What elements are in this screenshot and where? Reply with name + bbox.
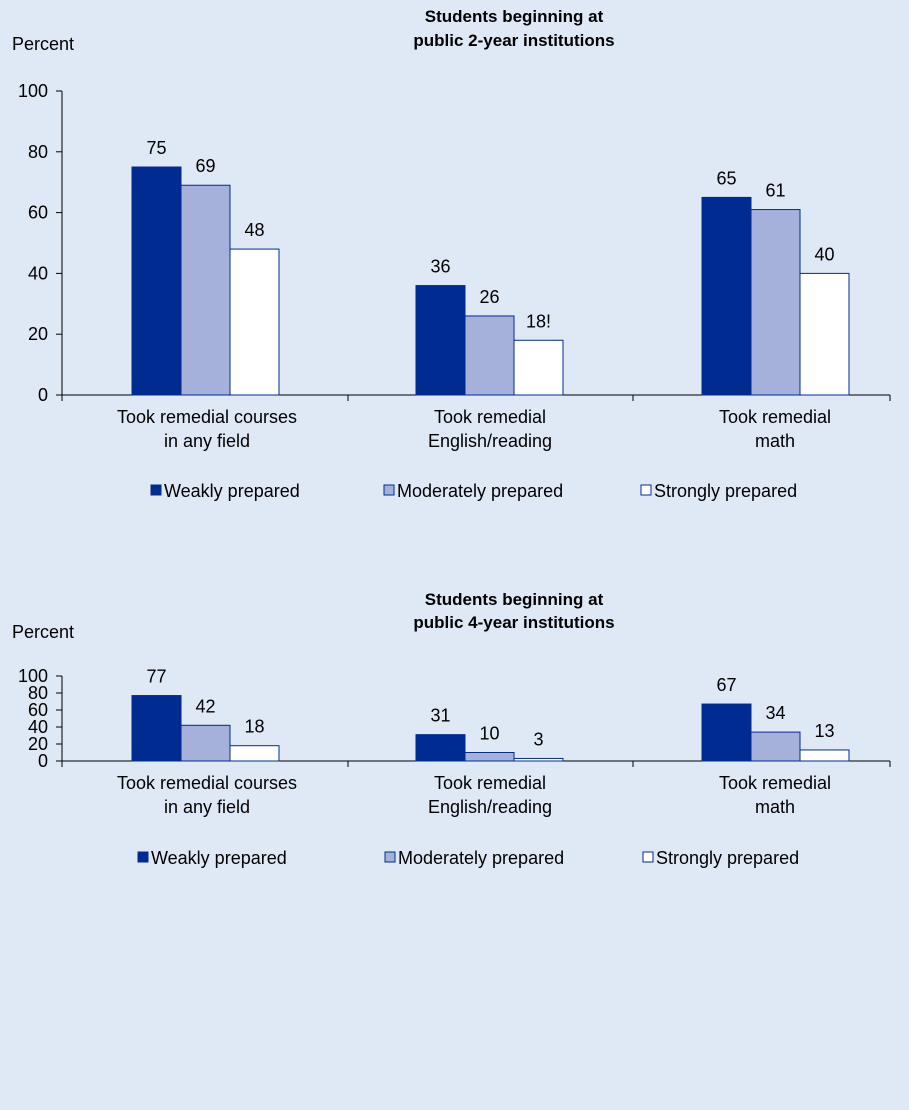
y-tick-label: 40	[28, 717, 48, 737]
bar-weakly-prepared	[415, 734, 466, 762]
y-tick-label: 20	[28, 734, 48, 754]
y-axis-label: Percent	[12, 34, 74, 54]
bar-value-label: 18	[244, 717, 264, 737]
y-tick-label: 80	[28, 142, 48, 162]
bar-value-label: 65	[716, 168, 736, 188]
bar-value-label: 13	[814, 721, 834, 741]
legend-swatch	[640, 484, 652, 496]
legend-label: Strongly prepared	[656, 848, 799, 868]
legend-label: Moderately prepared	[398, 848, 564, 868]
y-tick-label: 60	[28, 700, 48, 720]
bar-moderately-prepared	[180, 724, 231, 762]
bar-value-label: 42	[195, 696, 215, 716]
bar-moderately-prepared	[750, 209, 801, 396]
y-tick-label: 100	[18, 666, 48, 686]
y-tick-label: 40	[28, 263, 48, 283]
bar-value-label: 75	[146, 138, 166, 158]
bar-moderately-prepared	[464, 752, 515, 762]
bar-value-label: 61	[765, 181, 785, 201]
category-label: in any field	[164, 797, 250, 817]
category-label: math	[755, 797, 795, 817]
category-label: in any field	[164, 431, 250, 451]
legend-swatch	[384, 851, 396, 863]
bar-strongly-prepared	[513, 757, 564, 762]
bar-value-label: 31	[430, 706, 450, 726]
legend-swatch	[137, 851, 149, 863]
bar-value-label: 34	[765, 703, 785, 723]
bar-value-label: 48	[244, 220, 264, 240]
y-tick-label: 0	[38, 751, 48, 771]
legend-label: Moderately prepared	[397, 481, 563, 501]
category-label: Took remedial courses	[117, 407, 297, 427]
bar-strongly-prepared	[513, 339, 564, 396]
bar-strongly-prepared	[799, 749, 850, 762]
bar-value-label: 3	[533, 729, 543, 749]
chart-title-line: public 4-year institutions	[413, 613, 614, 632]
chart-title-line: Students beginning at	[425, 7, 604, 26]
y-tick-label: 100	[18, 81, 48, 101]
bar-value-label: 77	[146, 667, 166, 687]
chart-2: Students beginning at public 4-year insti…	[12, 590, 891, 868]
legend-swatch	[383, 484, 395, 496]
bar-value-label: 36	[430, 257, 450, 277]
bar-weakly-prepared	[131, 166, 182, 396]
bar-value-label: 26	[479, 287, 499, 307]
category-label: Took remedial	[434, 773, 546, 793]
legend-swatch	[642, 851, 654, 863]
y-axis-label: Percent	[12, 622, 74, 642]
chart-title-line: Students beginning at	[425, 590, 604, 609]
bar-strongly-prepared	[799, 272, 850, 396]
bar-weakly-prepared	[701, 703, 752, 762]
bar-weakly-prepared	[701, 196, 752, 396]
y-tick-label: 0	[38, 385, 48, 405]
y-tick-label: 20	[28, 324, 48, 344]
bar-moderately-prepared	[464, 315, 515, 396]
category-label: Took remedial	[719, 407, 831, 427]
bar-value-label: 67	[716, 675, 736, 695]
y-tick-label: 80	[28, 683, 48, 703]
legend-label: Weakly prepared	[164, 481, 300, 501]
legend-label: Weakly prepared	[151, 848, 287, 868]
bar-weakly-prepared	[415, 285, 466, 396]
bar-moderately-prepared	[750, 731, 801, 762]
chart-title-line: public 2-year institutions	[413, 31, 614, 50]
bar-strongly-prepared	[229, 745, 280, 762]
category-label: Took remedial	[719, 773, 831, 793]
legend-label: Strongly prepared	[654, 481, 797, 501]
bar-value-label: 10	[479, 724, 499, 744]
category-label: Took remedial	[434, 407, 546, 427]
bar-value-label: 18!	[526, 311, 551, 331]
bar-weakly-prepared	[131, 695, 182, 762]
y-tick-label: 60	[28, 203, 48, 223]
bar-value-label: 69	[195, 156, 215, 176]
category-label: English/reading	[428, 431, 552, 451]
bar-moderately-prepared	[180, 184, 231, 396]
bar-strongly-prepared	[229, 248, 280, 396]
bar-value-label: 40	[814, 244, 834, 264]
category-label: Took remedial courses	[117, 773, 297, 793]
category-label: math	[755, 431, 795, 451]
legend-swatch	[150, 484, 162, 496]
chart-1: Students beginning at public 2-year insti…	[12, 7, 891, 501]
category-label: English/reading	[428, 797, 552, 817]
